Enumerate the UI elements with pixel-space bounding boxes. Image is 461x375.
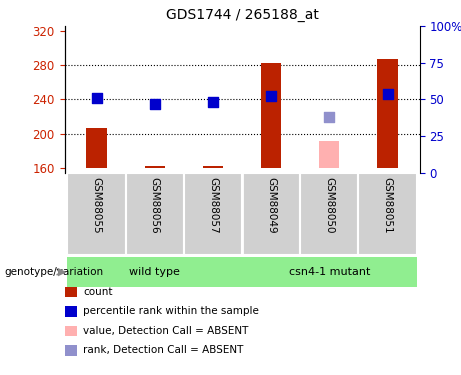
Text: GSM88050: GSM88050 bbox=[324, 177, 334, 233]
Bar bbox=[126, 172, 184, 255]
Bar bbox=[203, 166, 223, 168]
Point bbox=[209, 99, 217, 105]
Bar bbox=[377, 59, 398, 168]
Point bbox=[93, 94, 100, 100]
Point bbox=[267, 93, 275, 99]
Text: count: count bbox=[83, 287, 112, 297]
Point bbox=[384, 91, 391, 97]
Bar bbox=[145, 166, 165, 168]
Text: rank, Detection Call = ABSENT: rank, Detection Call = ABSENT bbox=[83, 345, 243, 355]
Text: GSM88055: GSM88055 bbox=[92, 177, 101, 233]
Point bbox=[151, 100, 159, 106]
Text: GSM88056: GSM88056 bbox=[150, 177, 160, 233]
Point bbox=[325, 114, 333, 120]
Bar bbox=[300, 172, 358, 255]
Text: percentile rank within the sample: percentile rank within the sample bbox=[83, 306, 259, 316]
Text: GSM88051: GSM88051 bbox=[383, 177, 392, 233]
Bar bbox=[242, 172, 300, 255]
Text: ▶: ▶ bbox=[58, 267, 66, 277]
Text: GSM88057: GSM88057 bbox=[208, 177, 218, 233]
Text: GSM88049: GSM88049 bbox=[266, 177, 276, 233]
Text: wild type: wild type bbox=[129, 267, 180, 277]
Text: csn4-1 mutant: csn4-1 mutant bbox=[289, 267, 370, 277]
Bar bbox=[184, 172, 242, 255]
Text: value, Detection Call = ABSENT: value, Detection Call = ABSENT bbox=[83, 326, 248, 336]
Bar bbox=[67, 256, 242, 287]
Bar bbox=[67, 172, 126, 255]
Bar bbox=[358, 172, 417, 255]
Title: GDS1744 / 265188_at: GDS1744 / 265188_at bbox=[165, 9, 319, 22]
Text: genotype/variation: genotype/variation bbox=[5, 267, 104, 277]
Bar bbox=[86, 128, 107, 168]
Bar bbox=[242, 256, 417, 287]
Bar bbox=[319, 141, 339, 168]
Bar bbox=[261, 63, 281, 168]
